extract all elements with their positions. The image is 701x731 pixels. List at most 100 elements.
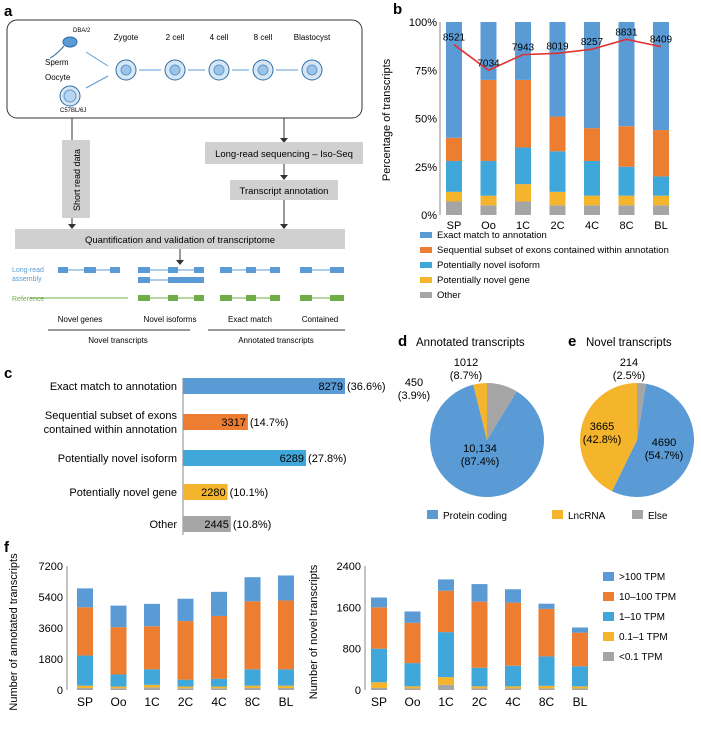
f1-ytick: 0 xyxy=(57,685,63,697)
d-pie-label-2: 1012 xyxy=(454,357,478,369)
annotation-label: Transcript annotation xyxy=(240,186,329,197)
b-xtick-SP: SP xyxy=(447,220,462,232)
e-pie-label-1: (42.8%) xyxy=(583,434,622,446)
track-novel-iso-long-b-exon-0 xyxy=(138,277,150,283)
f2-bar-4C-0 xyxy=(505,688,521,690)
stage-label-0: Zygote xyxy=(114,33,139,42)
f1-bar-4C-3 xyxy=(211,615,227,679)
f1-bar-8C-4 xyxy=(244,577,261,602)
c-category-3: Potentially novel gene xyxy=(69,487,177,499)
b-bar-1C-4 xyxy=(515,22,531,80)
f1-xtick-SP: SP xyxy=(77,695,93,709)
b-legend-label-2: Potentially novel isoform xyxy=(437,260,540,271)
f2-xtick-Oo: Oo xyxy=(404,695,420,709)
panel-label-c: c xyxy=(4,365,12,382)
b-bar-SP-0 xyxy=(446,201,462,215)
b-bar-2C-3 xyxy=(549,116,566,152)
c-value-2: 6289 xyxy=(280,453,304,465)
f2-ytick: 0 xyxy=(355,685,361,697)
b-bar-Oo-3 xyxy=(480,79,497,161)
track-exact-ref-exon-1 xyxy=(246,295,256,301)
b-bar-4C-3 xyxy=(584,128,600,161)
f2-bar-4C-3 xyxy=(505,602,521,666)
b-bar-8C-4 xyxy=(618,22,635,127)
b-bar-1C-3 xyxy=(515,79,531,148)
b-bar-8C-1 xyxy=(618,195,635,206)
f1-bar-SP-0 xyxy=(77,687,93,690)
stage-embryo-core-1 xyxy=(169,64,181,76)
panel-label-f: f xyxy=(4,539,10,556)
e-pie-label-1: 3665 xyxy=(590,421,614,433)
stage-label-4: Blastocyst xyxy=(294,33,331,42)
f1-bar-8C-3 xyxy=(244,601,261,670)
track-ref-label: Reference xyxy=(12,296,44,303)
f2-bar-Oo-4 xyxy=(404,611,421,623)
pie-legend-label-0: Protein coding xyxy=(443,511,507,522)
f1-bar-8C-1 xyxy=(244,685,261,688)
f-legend-label-0: >100 TPM xyxy=(619,572,665,583)
oocyte-icon xyxy=(59,85,81,107)
f1-bar-BL-0 xyxy=(278,687,294,690)
track-exact-ref-exon-0 xyxy=(220,295,232,301)
b-bar-1C-1 xyxy=(515,184,531,202)
track-novel-iso-ref-exon-0 xyxy=(138,295,150,301)
f-legend-label-1: 10–100 TPM xyxy=(619,592,676,603)
f1-bar-2C-1 xyxy=(177,686,194,689)
annotation-box xyxy=(230,180,338,200)
f-legend-swatch-3 xyxy=(603,632,614,641)
f2-ytick: 2400 xyxy=(337,561,361,573)
panel-label-d: d xyxy=(398,333,407,350)
oocyte-label: Oocyte xyxy=(45,73,71,82)
b-ytick: 0% xyxy=(421,210,437,222)
d-pie-label-2: (8.7%) xyxy=(450,370,482,382)
c-pct-2: (27.8%) xyxy=(308,453,347,465)
short-read-label: Short read data xyxy=(72,149,82,211)
b-legend-label-3: Potentially novel gene xyxy=(437,275,530,286)
f1-ytick: 3600 xyxy=(39,623,63,635)
f2-xtick-8C: 8C xyxy=(539,695,555,709)
b-legend-label-4: Other xyxy=(437,290,461,301)
f2-bar-BL-3 xyxy=(572,632,588,667)
panel-label-e: e xyxy=(568,333,576,350)
c-pct-3: (10.1%) xyxy=(230,487,269,499)
f1-bar-4C-1 xyxy=(211,686,227,689)
b-xtick-BL: BL xyxy=(654,220,667,232)
c-pct-0: (36.6%) xyxy=(347,381,386,393)
d-pie-slice-0 xyxy=(429,384,544,498)
b-xtick-2C: 2C xyxy=(550,220,564,232)
c-pct-4: (10.8%) xyxy=(233,519,272,531)
f2-ylabel: Number of novel transcripts xyxy=(308,564,320,699)
b-line-label-0: 8521 xyxy=(443,33,466,44)
f-legend-label-4: <0.1 TPM xyxy=(619,652,662,663)
d-pie-label-1: 450 xyxy=(405,377,423,389)
b-bar-SP-3 xyxy=(446,137,462,161)
f2-bar-1C-3 xyxy=(438,590,454,633)
sperm-icon xyxy=(49,36,78,59)
f1-xtick-1C: 1C xyxy=(144,695,160,709)
b-legend-swatch-0 xyxy=(420,232,432,238)
f1-bar-2C-0 xyxy=(177,688,194,690)
f1-xtick-4C: 4C xyxy=(211,695,227,709)
b-bar-4C-0 xyxy=(584,205,600,215)
stage-label-3: 8 cell xyxy=(254,33,273,42)
f2-bar-SP-3 xyxy=(371,607,387,649)
category-label-2: Exact match xyxy=(228,315,272,324)
b-bar-4C-1 xyxy=(584,195,600,206)
b-ylabel: Percentage of transcripts xyxy=(381,58,393,181)
f2-bar-2C-0 xyxy=(471,688,488,690)
f1-bar-8C-0 xyxy=(244,687,261,690)
b-line-label-2: 7943 xyxy=(512,43,535,54)
f1-bar-SP-4 xyxy=(77,588,93,608)
b-ytick: 100% xyxy=(409,17,437,29)
c-bar-1 xyxy=(183,414,248,430)
e-pie-label-2: 214 xyxy=(620,357,638,369)
f1-bar-SP-2 xyxy=(77,655,93,686)
b-bar-8C-0 xyxy=(618,205,635,215)
f2-bar-2C-2 xyxy=(471,667,488,687)
b-xtick-4C: 4C xyxy=(585,220,599,232)
track-contained-ref-exon-0 xyxy=(300,295,312,301)
f2-xtick-4C: 4C xyxy=(505,695,521,709)
f1-bar-4C-4 xyxy=(211,591,227,616)
track-novel-iso-long-a-exon-2 xyxy=(194,267,204,273)
